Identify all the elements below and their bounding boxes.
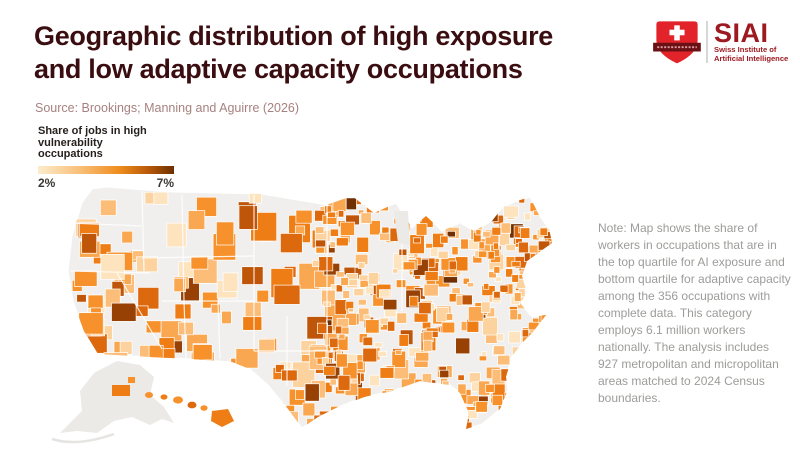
note-text: Note: Map shows the share of workers in … [598, 221, 791, 405]
siai-shield-icon [653, 21, 701, 64]
legend-ticks: 2% 7% [38, 176, 174, 190]
hawaii-island [160, 394, 168, 400]
hawaii-inset [145, 392, 234, 427]
legend-gradient-bar [38, 165, 174, 174]
logo-text: SIAI Swiss Institute of Artificial Intel… [714, 20, 788, 63]
alaska-inset [51, 361, 174, 444]
logo-wordmark: SIAI [714, 18, 769, 49]
hawaii-island [173, 396, 183, 404]
title-line-1: Geographic distribution of high exposure [34, 21, 554, 51]
siai-logo: SIAI Swiss Institute of Artificial Intel… [653, 19, 788, 65]
hawaii-island [200, 405, 208, 411]
legend-min-label: 2% [38, 175, 56, 190]
alaska-metro-cell [112, 385, 130, 396]
hawaii-island [145, 392, 153, 398]
hawaii-big-island [211, 409, 234, 427]
state-borders [68, 190, 403, 386]
aleutian-islands [51, 432, 115, 444]
page-title: Geographic distribution of high exposure… [34, 20, 553, 86]
legend-max-label: 7% [156, 175, 174, 190]
logo-divider [706, 21, 708, 63]
source-line: Source: Brookings; Manning and Aguirre (… [35, 101, 300, 115]
legend: Share of jobs in high vulnerability occu… [38, 125, 188, 190]
hawaii-island [187, 401, 197, 409]
legend-title: Share of jobs in high vulnerability occu… [38, 125, 147, 160]
lake-michigan [394, 211, 410, 245]
alaska-metro-cell [128, 377, 135, 383]
us-choropleth-map [51, 186, 553, 444]
title-line-2: and low adaptive capacity occupations [34, 54, 523, 84]
logo-subtitle-1: Swiss Institute of [714, 45, 777, 55]
alaska-silhouette [60, 361, 174, 433]
logo-subtitle-2: Artificial Intelligence [714, 54, 789, 63]
